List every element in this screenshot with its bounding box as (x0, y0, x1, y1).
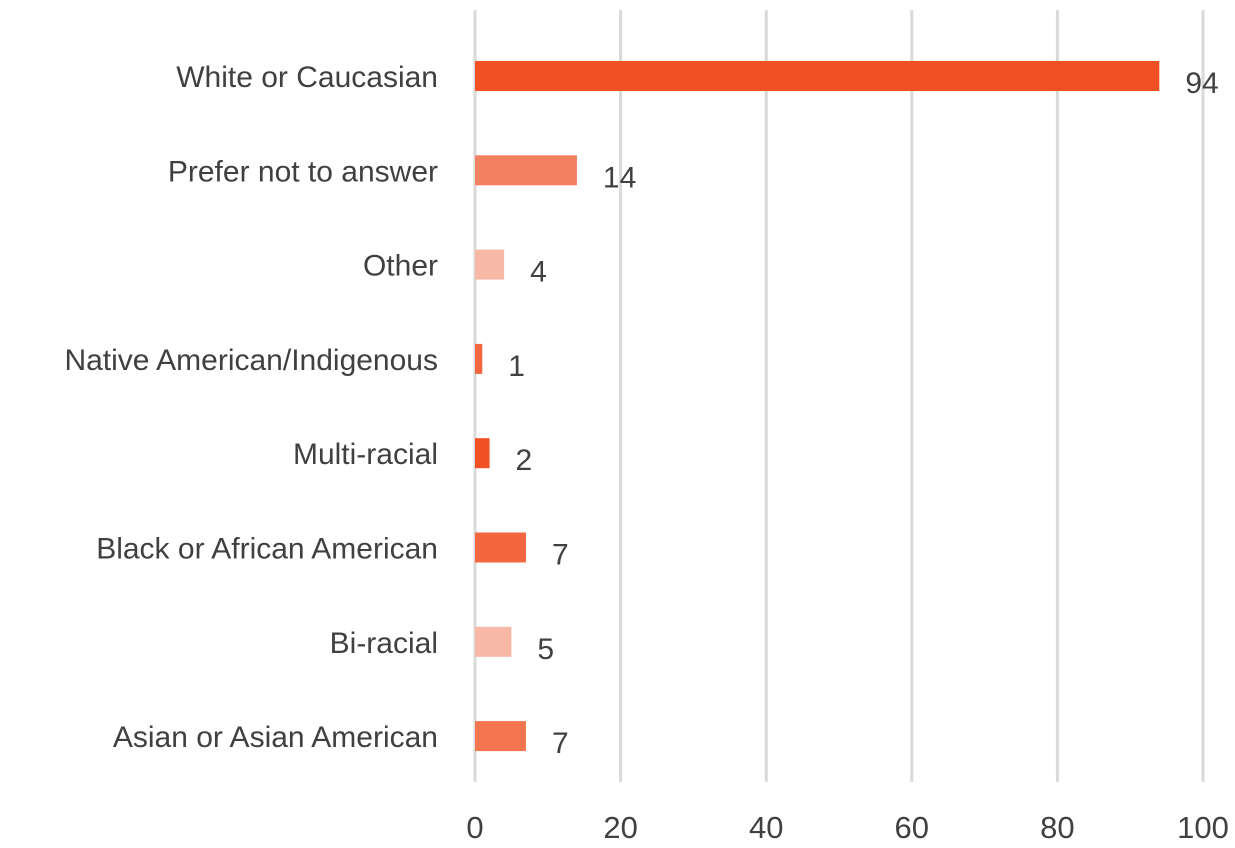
data-label-asian-or-asian-american: 7 (552, 727, 569, 760)
category-label-native-american-indigenous: Native American/Indigenous (64, 344, 438, 377)
category-label-other: Other (363, 250, 438, 283)
data-label-multi-racial: 2 (516, 444, 533, 477)
x-tick-label-60: 60 (895, 810, 929, 845)
bar-white-or-caucasian (475, 61, 1160, 91)
bar-black-or-african-american (475, 532, 526, 563)
category-label-prefer-not-to-answer: Prefer not to answer (168, 155, 438, 188)
data-labels: 94 14 4 1 2 7 5 7 (508, 67, 1218, 760)
category-label-asian-or-asian-american: Asian or Asian American (113, 721, 438, 754)
data-label-black-or-african-american: 7 (552, 539, 569, 572)
bars (475, 61, 1160, 752)
x-tick-label-100: 100 (1177, 810, 1229, 845)
x-tick-label-20: 20 (603, 810, 637, 845)
data-label-other: 4 (530, 256, 547, 289)
data-label-native-american-indigenous: 1 (508, 350, 525, 383)
category-label-white-or-caucasian: White or Caucasian (176, 61, 438, 94)
data-label-bi-racial: 5 (537, 633, 554, 666)
data-label-white-or-caucasian: 94 (1185, 67, 1218, 100)
bar-bi-racial (475, 626, 512, 657)
data-label-prefer-not-to-answer: 14 (603, 161, 636, 194)
category-label-bi-racial: Bi-racial (330, 627, 438, 660)
bar-multi-racial (475, 438, 490, 469)
gridlines (473, 10, 1205, 782)
bar-asian-or-asian-american (475, 721, 526, 752)
bar-other (475, 249, 505, 280)
x-axis-tick-labels: 0 20 40 60 80 100 (466, 810, 1228, 845)
category-label-black-or-african-american: Black or African American (96, 533, 438, 566)
bar-prefer-not-to-answer (475, 155, 577, 186)
category-labels: White or Caucasian Prefer not to answer Ot… (64, 61, 438, 754)
x-tick-label-0: 0 (466, 810, 483, 845)
category-label-multi-racial: Multi-racial (293, 438, 438, 471)
x-tick-label-40: 40 (749, 810, 783, 845)
x-tick-label-80: 80 (1040, 810, 1074, 845)
bar-native-american-indigenous (475, 343, 483, 374)
